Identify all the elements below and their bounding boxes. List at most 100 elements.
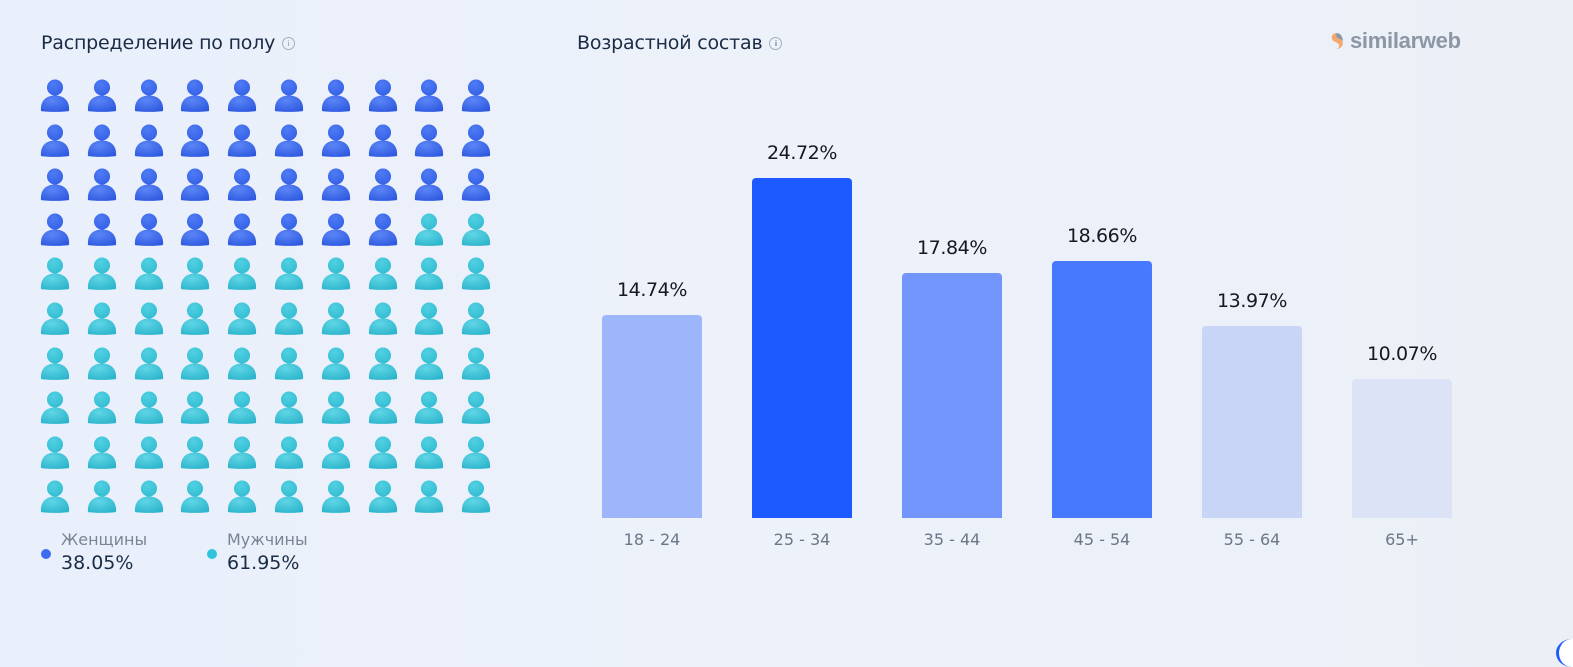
- person-male-icon: [414, 301, 444, 335]
- person-female-icon: [227, 167, 257, 202]
- bar-group: 18.66%: [1052, 225, 1152, 518]
- person-female-icon: [461, 167, 491, 202]
- person-male-icon: [461, 479, 491, 514]
- person-male-icon: [227, 301, 257, 335]
- bar-value-label: 10.07%: [1366, 343, 1438, 365]
- bar-value-label: 17.84%: [916, 237, 988, 259]
- bar-value-label: 13.97%: [1216, 290, 1288, 312]
- person-female-icon: [227, 212, 257, 246]
- person-male-icon: [368, 256, 398, 291]
- person-male-icon: [180, 479, 210, 514]
- person-female-icon: [134, 78, 164, 112]
- info-icon[interactable]: [769, 36, 783, 50]
- person-male-icon: [274, 479, 304, 514]
- person-male-icon: [40, 390, 70, 425]
- info-icon[interactable]: [282, 36, 296, 50]
- similarweb-logo: similarweb: [1328, 28, 1461, 54]
- person-female-icon: [180, 78, 210, 112]
- person-female-icon: [461, 78, 491, 112]
- age-bar[interactable]: [1052, 261, 1152, 518]
- age-composition-title: Возрастной состав: [577, 32, 783, 54]
- bar-group: 10.07%: [1352, 343, 1452, 518]
- person-male-icon: [87, 256, 117, 291]
- person-female-icon: [134, 212, 164, 246]
- gender-distribution-title: Распределение по полу: [41, 32, 296, 54]
- age-bar[interactable]: [1202, 326, 1302, 518]
- person-male-icon: [321, 390, 351, 425]
- person-male-icon: [461, 301, 491, 335]
- person-male-icon: [414, 435, 444, 469]
- person-female-icon: [368, 212, 398, 246]
- person-male-icon: [180, 301, 210, 335]
- person-female-icon: [321, 167, 351, 202]
- person-male-icon: [368, 479, 398, 514]
- person-female-icon: [368, 78, 398, 112]
- bar-group: 24.72%: [752, 142, 852, 518]
- person-female-icon: [274, 123, 304, 157]
- similarweb-mark-icon: [1331, 33, 1343, 49]
- person-female-icon: [87, 212, 117, 246]
- person-female-icon: [321, 78, 351, 112]
- person-male-icon: [180, 346, 210, 380]
- person-male-icon: [134, 390, 164, 425]
- legend-label-women: Женщины: [61, 530, 148, 549]
- person-female-icon: [274, 212, 304, 246]
- person-female-icon: [40, 167, 70, 202]
- person-female-icon: [40, 123, 70, 157]
- person-male-icon: [40, 479, 70, 514]
- person-male-icon: [321, 435, 351, 469]
- person-male-icon: [461, 256, 491, 291]
- age-bar[interactable]: [902, 273, 1002, 518]
- legend-value-men: 61.95%: [227, 552, 300, 574]
- person-male-icon: [227, 435, 257, 469]
- person-male-icon: [274, 256, 304, 291]
- person-male-icon: [87, 435, 117, 469]
- person-female-icon: [274, 167, 304, 202]
- legend-value-women: 38.05%: [61, 552, 134, 574]
- age-bar[interactable]: [752, 178, 852, 518]
- age-bar-chart: 14.74% 18 - 24 24.72% 25 - 34 17.84% 35 - 44 1…: [580, 100, 1480, 560]
- person-female-icon: [134, 167, 164, 202]
- person-male-icon: [134, 256, 164, 291]
- person-male-icon: [87, 301, 117, 335]
- person-female-icon: [227, 78, 257, 112]
- person-female-icon: [40, 212, 70, 246]
- bar-group: 17.84%: [902, 237, 1002, 518]
- person-male-icon: [134, 479, 164, 514]
- person-male-icon: [274, 346, 304, 380]
- person-male-icon: [414, 212, 444, 246]
- person-male-icon: [274, 390, 304, 425]
- person-male-icon: [414, 390, 444, 425]
- bar-value-label: 14.74%: [616, 279, 688, 301]
- bar-value-label: 18.66%: [1066, 225, 1138, 247]
- person-male-icon: [414, 479, 444, 514]
- person-male-icon: [40, 301, 70, 335]
- person-female-icon: [87, 167, 117, 202]
- person-male-icon: [461, 390, 491, 425]
- person-female-icon: [134, 123, 164, 157]
- age-bar[interactable]: [602, 315, 702, 518]
- bar-group: 13.97%: [1202, 290, 1302, 518]
- x-axis-category-label: 55 - 64: [1223, 530, 1281, 549]
- person-male-icon: [461, 346, 491, 380]
- age-bar[interactable]: [1352, 379, 1452, 518]
- person-male-icon: [368, 390, 398, 425]
- person-male-icon: [321, 256, 351, 291]
- x-axis-category-label: 45 - 54: [1073, 530, 1131, 549]
- person-female-icon: [414, 167, 444, 202]
- x-axis-category-label: 65+: [1385, 530, 1419, 549]
- person-male-icon: [321, 479, 351, 514]
- gender-pictogram-grid: [40, 78, 510, 518]
- person-male-icon: [180, 256, 210, 291]
- person-male-icon: [180, 435, 210, 469]
- person-male-icon: [134, 435, 164, 469]
- corner-widget-icon[interactable]: [1556, 639, 1573, 667]
- person-female-icon: [414, 78, 444, 112]
- person-female-icon: [414, 123, 444, 157]
- person-male-icon: [227, 346, 257, 380]
- person-male-icon: [87, 479, 117, 514]
- person-male-icon: [134, 301, 164, 335]
- age-title-text: Возрастной состав: [577, 32, 763, 54]
- person-female-icon: [180, 212, 210, 246]
- person-male-icon: [461, 212, 491, 246]
